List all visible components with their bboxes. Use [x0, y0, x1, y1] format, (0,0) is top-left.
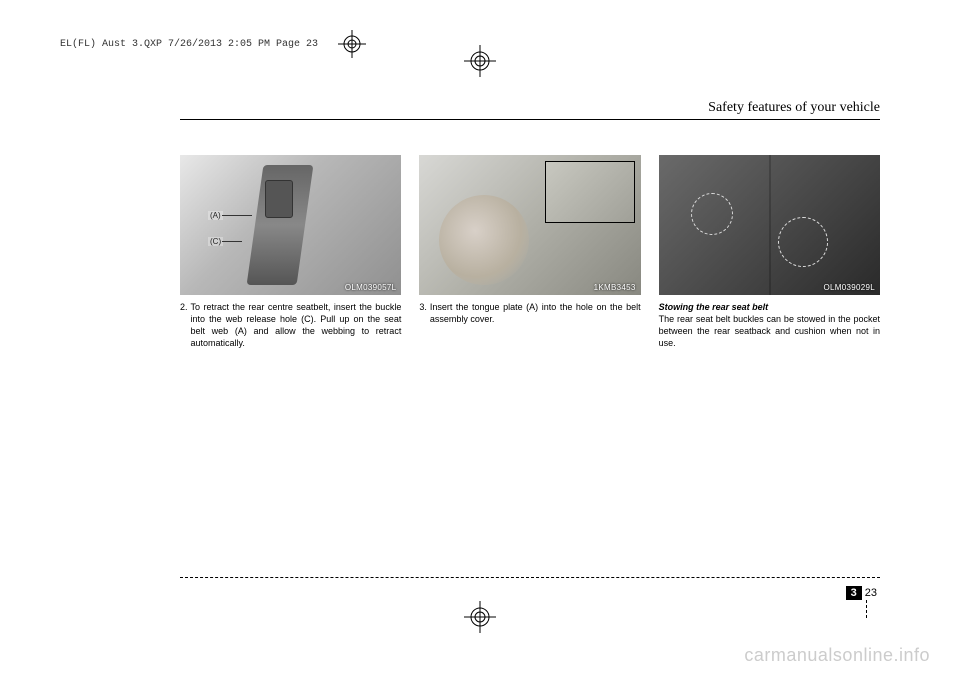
- step-2-body: To retract the rear centre seatbelt, ins…: [191, 301, 402, 350]
- crop-mark-top: [464, 45, 496, 77]
- column-2: 1KMB3453 3. Insert the tongue plate (A) …: [419, 155, 640, 350]
- buckle-graphic: [265, 180, 293, 218]
- label-a: (A): [208, 211, 223, 220]
- column-3: OLM039029L Stowing the rear seat belt Th…: [659, 155, 880, 350]
- image-code-1: OLM039057L: [345, 283, 396, 292]
- footer-rule: [180, 577, 880, 578]
- page-num-value: 23: [862, 586, 880, 600]
- inset-graphic: [545, 161, 635, 223]
- figure-3: OLM039029L: [659, 155, 880, 295]
- label-c: (C): [208, 237, 223, 246]
- image-code-2: 1KMB3453: [594, 283, 636, 292]
- col3-heading: Stowing the rear seat belt: [659, 301, 880, 313]
- hand-graphic: [439, 195, 529, 285]
- crop-mark-bottom: [464, 601, 496, 633]
- crop-mark-icon: [338, 30, 366, 58]
- step-3-num: 3.: [419, 301, 427, 325]
- step-2-text: 2. To retract the rear centre seatbelt, …: [180, 301, 401, 350]
- step-3-text: 3. Insert the tongue plate (A) into the …: [419, 301, 640, 325]
- watermark: carmanualsonline.info: [744, 645, 930, 666]
- step-2-num: 2.: [180, 301, 188, 350]
- circle-mark-1: [691, 193, 733, 235]
- circle-mark-2: [778, 217, 828, 267]
- page-number: 3 23: [846, 586, 880, 600]
- page-section-num: 3: [846, 586, 862, 600]
- print-header: EL(FL) Aust 3.QXP 7/26/2013 2:05 PM Page…: [60, 30, 366, 58]
- figure-1: (A) (C) OLM039057L: [180, 155, 401, 295]
- page-content: Safety features of your vehicle (A) (C) …: [180, 100, 880, 578]
- section-title: Safety features of your vehicle: [180, 100, 880, 116]
- label-line-a: [222, 215, 252, 216]
- page-num-tick: [866, 600, 867, 618]
- column-1: (A) (C) OLM039057L 2. To retract the rea…: [180, 155, 401, 350]
- step-3-body: Insert the tongue plate (A) into the hol…: [430, 301, 641, 325]
- image-code-3: OLM039029L: [824, 283, 875, 292]
- title-rule: [180, 119, 880, 120]
- print-header-text: EL(FL) Aust 3.QXP 7/26/2013 2:05 PM Page…: [60, 39, 318, 50]
- col3-text: Stowing the rear seat belt The rear seat…: [659, 301, 880, 350]
- seat-line-graphic: [769, 155, 771, 295]
- figure-2: 1KMB3453: [419, 155, 640, 295]
- col3-body: The rear seat belt buckles can be stowed…: [659, 314, 880, 348]
- columns: (A) (C) OLM039057L 2. To retract the rea…: [180, 155, 880, 350]
- label-line-c: [222, 241, 242, 242]
